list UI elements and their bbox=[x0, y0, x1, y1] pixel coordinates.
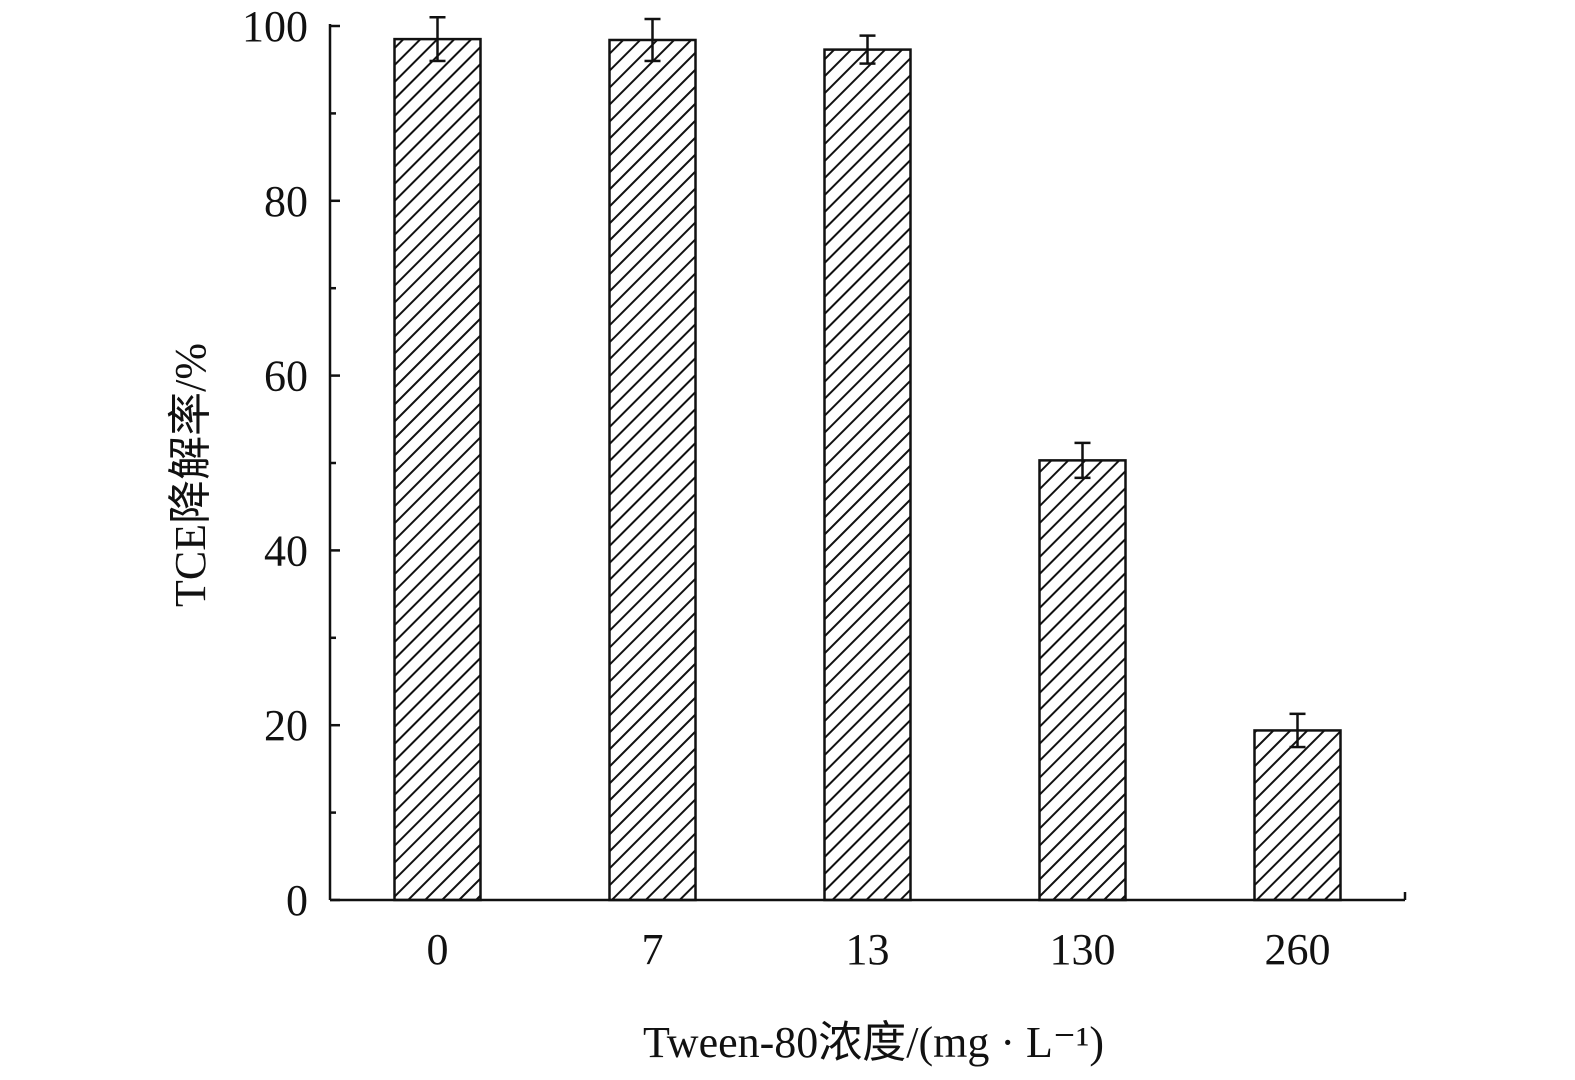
x-tick-label: 260 bbox=[1265, 925, 1331, 974]
bars-layer bbox=[393, 37, 1342, 902]
bar bbox=[1038, 459, 1127, 902]
x-tick-label: 13 bbox=[846, 925, 890, 974]
x-tick-label: 0 bbox=[427, 925, 449, 974]
y-axis-title: TCE降解率/% bbox=[166, 343, 215, 607]
bar bbox=[823, 48, 912, 902]
bar bbox=[393, 37, 482, 902]
y-tick-label: 40 bbox=[264, 526, 308, 575]
x-tick-label: 130 bbox=[1050, 925, 1116, 974]
y-tick-label: 20 bbox=[264, 701, 308, 750]
x-axis-title: Tween-80浓度/(mg · L⁻¹) bbox=[643, 1018, 1104, 1067]
bar bbox=[608, 38, 697, 902]
x-tick-label: 7 bbox=[642, 925, 664, 974]
y-tick-label: 100 bbox=[242, 2, 308, 51]
y-tick-label: 80 bbox=[264, 177, 308, 226]
y-tick-label: 0 bbox=[286, 876, 308, 925]
x-ticks: 0 7 13 130 260 bbox=[427, 925, 1331, 974]
y-ticks: 0 20 40 60 80 100 bbox=[242, 2, 1407, 925]
y-tick-label: 60 bbox=[264, 352, 308, 401]
bar bbox=[1253, 729, 1342, 902]
error-bars-layer bbox=[429, 16, 1306, 749]
